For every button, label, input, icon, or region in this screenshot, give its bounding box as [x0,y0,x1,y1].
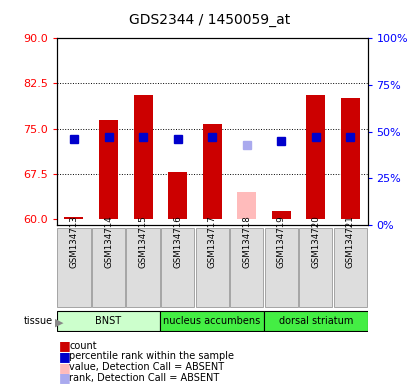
Text: nucleus accumbens: nucleus accumbens [163,316,261,326]
Bar [237,192,256,218]
FancyBboxPatch shape [92,228,125,308]
Bar [65,217,84,218]
Text: ■: ■ [59,361,71,374]
Bar [202,124,222,218]
FancyBboxPatch shape [126,228,160,308]
Text: GDS2344 / 1450059_at: GDS2344 / 1450059_at [129,13,291,27]
Text: GSM134721: GSM134721 [346,215,355,268]
Text: percentile rank within the sample: percentile rank within the sample [69,351,234,361]
Text: rank, Detection Call = ABSENT: rank, Detection Call = ABSENT [69,373,220,383]
Bar [306,96,325,218]
Text: ■: ■ [59,339,71,352]
Text: GSM134713: GSM134713 [69,215,79,268]
Text: ■: ■ [59,371,71,384]
FancyBboxPatch shape [160,311,264,331]
Bar [272,212,291,218]
Text: BNST: BNST [95,316,121,326]
Bar [168,172,187,218]
Text: GSM134716: GSM134716 [173,215,182,268]
FancyBboxPatch shape [299,228,332,308]
FancyBboxPatch shape [57,311,160,331]
FancyBboxPatch shape [264,311,368,331]
FancyBboxPatch shape [230,228,263,308]
Text: ▶: ▶ [55,317,63,327]
FancyBboxPatch shape [58,228,91,308]
FancyBboxPatch shape [333,228,367,308]
Text: GSM134718: GSM134718 [242,215,251,268]
Text: GSM134714: GSM134714 [104,215,113,268]
FancyBboxPatch shape [265,228,298,308]
Bar [341,98,360,218]
FancyBboxPatch shape [161,228,194,308]
Text: dorsal striatum: dorsal striatum [278,316,353,326]
Text: GSM134717: GSM134717 [207,215,217,268]
FancyBboxPatch shape [196,228,228,308]
Text: ■: ■ [59,350,71,363]
Text: GSM134715: GSM134715 [139,215,147,268]
Text: GSM134719: GSM134719 [277,215,286,268]
Bar [134,96,152,218]
Bar [99,119,118,218]
Text: tissue: tissue [24,316,52,326]
Text: value, Detection Call = ABSENT: value, Detection Call = ABSENT [69,362,224,372]
Text: GSM134720: GSM134720 [311,215,320,268]
Text: count: count [69,341,97,351]
